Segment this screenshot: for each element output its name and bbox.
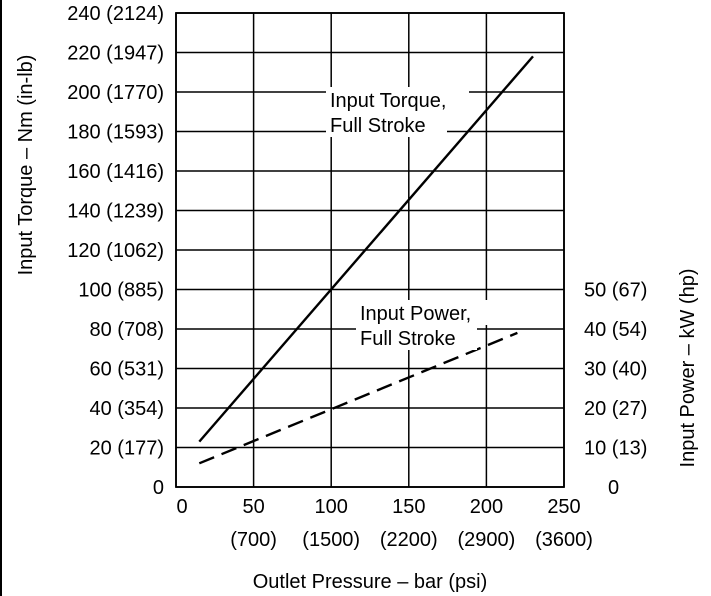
y-left-tick-label: 20 (177) bbox=[90, 438, 165, 460]
y-right-tick-label: 20 (27) bbox=[584, 398, 647, 420]
y-left-tick-label: 160 (1416) bbox=[67, 161, 164, 183]
annotation-background bbox=[356, 325, 477, 350]
plot-frame bbox=[175, 12, 565, 488]
y-left-tick-label: 180 (1593) bbox=[67, 122, 164, 144]
annotation-background bbox=[326, 87, 469, 112]
y-left-tick-label: 220 (1947) bbox=[67, 43, 164, 65]
annotation-text: Full Stroke bbox=[330, 115, 426, 137]
y-left-tick-label: 120 (1062) bbox=[67, 240, 164, 262]
y-left-tick-label: 200 (1770) bbox=[67, 82, 164, 104]
annotation-text: Input Power, bbox=[360, 303, 471, 325]
tick-labels: 0 20 (177) 40 (354) 60 (531) 80 (708) 100 (88… bbox=[67, 3, 647, 551]
series-line-input-torque bbox=[198, 55, 534, 443]
x-tick-sublabel: (700) bbox=[230, 529, 277, 551]
y-right-tick-label: 50 (67) bbox=[584, 280, 647, 302]
y-left-tick-label: 40 (354) bbox=[90, 398, 165, 420]
annotation-label: Input Torque, Full Stroke bbox=[326, 87, 469, 137]
y-left-tick-label: 240 (2124) bbox=[67, 3, 164, 25]
x-tick-label: 50 bbox=[242, 496, 264, 518]
x-tick-label: 100 bbox=[315, 496, 348, 518]
x-tick-label: 200 bbox=[470, 496, 503, 518]
x-tick-label: 250 bbox=[547, 496, 580, 518]
y-left-tick-label: 0 bbox=[153, 477, 164, 499]
y-right-tick-label: 40 (54) bbox=[584, 319, 647, 341]
y-left-tick-label: 60 (531) bbox=[90, 359, 165, 381]
grid-lines bbox=[175, 12, 565, 488]
x-tick-label: 150 bbox=[392, 496, 425, 518]
annotation-label: Input Power, Full Stroke bbox=[356, 300, 488, 350]
y-axis-right-title: Input Power – kW (hp) bbox=[677, 269, 699, 468]
y-left-tick-label: 140 (1239) bbox=[67, 201, 164, 223]
annotations: Input Torque, Full Stroke Input Power, Full… bbox=[326, 87, 488, 350]
annotation-text: Full Stroke bbox=[360, 328, 456, 350]
series-line-input-power bbox=[198, 331, 518, 465]
x-tick-sublabel: (3600) bbox=[535, 529, 593, 551]
y-axis-left-title: Input Torque – Nm (in-lb) bbox=[15, 55, 37, 276]
y-right-tick-label: 0 bbox=[608, 477, 619, 499]
y-left-tick-label: 100 (885) bbox=[78, 280, 164, 302]
x-tick-label: 0 bbox=[176, 496, 187, 518]
x-axis-title: Outlet Pressure – bar (psi) bbox=[253, 571, 488, 593]
y-right-tick-label: 30 (40) bbox=[584, 359, 647, 381]
x-tick-sublabel: (1500) bbox=[302, 529, 360, 551]
annotation-background bbox=[326, 112, 447, 137]
x-tick-sublabel: (2200) bbox=[380, 529, 438, 551]
annotation-text: Input Torque, bbox=[330, 90, 446, 112]
axis-titles: Outlet Pressure – bar (psi) Input Torque… bbox=[15, 55, 699, 593]
x-tick-sublabel: (2900) bbox=[457, 529, 515, 551]
annotation-background bbox=[356, 300, 488, 325]
y-right-tick-label: 10 (13) bbox=[584, 438, 647, 460]
series-lines bbox=[198, 55, 534, 465]
y-left-tick-label: 80 (708) bbox=[90, 319, 165, 341]
